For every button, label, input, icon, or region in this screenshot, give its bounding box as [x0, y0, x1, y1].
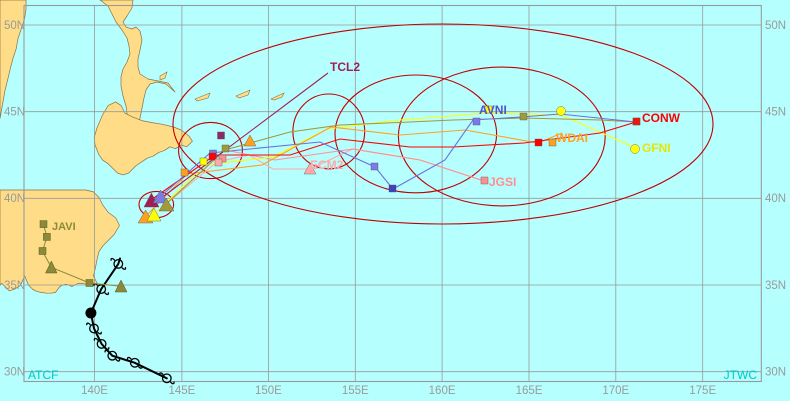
svg-text:35N: 35N — [4, 280, 25, 292]
svg-text:30N: 30N — [765, 367, 786, 379]
svg-text:ECM2: ECM2 — [310, 158, 344, 172]
svg-text:145E: 145E — [168, 385, 195, 397]
svg-text:50N: 50N — [4, 20, 25, 32]
svg-text:140E: 140E — [81, 385, 108, 397]
svg-text:35N: 35N — [765, 280, 786, 292]
svg-text:175E: 175E — [689, 385, 716, 397]
svg-text:TCL2: TCL2 — [330, 60, 360, 74]
svg-text:160E: 160E — [429, 385, 456, 397]
svg-text:155E: 155E — [342, 385, 369, 397]
svg-text:40N: 40N — [765, 193, 786, 205]
svg-text:45N: 45N — [765, 107, 786, 119]
svg-text:AVNI: AVNI — [479, 103, 507, 117]
svg-text:ATCF: ATCF — [28, 368, 58, 382]
svg-text:150E: 150E — [255, 385, 282, 397]
svg-text:45N: 45N — [4, 107, 25, 119]
svg-text:WDAI: WDAI — [556, 131, 588, 145]
svg-text:CONW: CONW — [642, 111, 681, 125]
svg-text:40N: 40N — [4, 193, 25, 205]
svg-text:30N: 30N — [4, 367, 25, 379]
svg-text:170E: 170E — [602, 385, 629, 397]
svg-text:165E: 165E — [516, 385, 543, 397]
svg-text:JGSI: JGSI — [489, 175, 516, 189]
svg-text:JTWC: JTWC — [724, 368, 758, 382]
svg-text:GFNI: GFNI — [642, 141, 671, 155]
svg-text:50N: 50N — [765, 20, 786, 32]
svg-text:JAVI: JAVI — [52, 221, 76, 233]
